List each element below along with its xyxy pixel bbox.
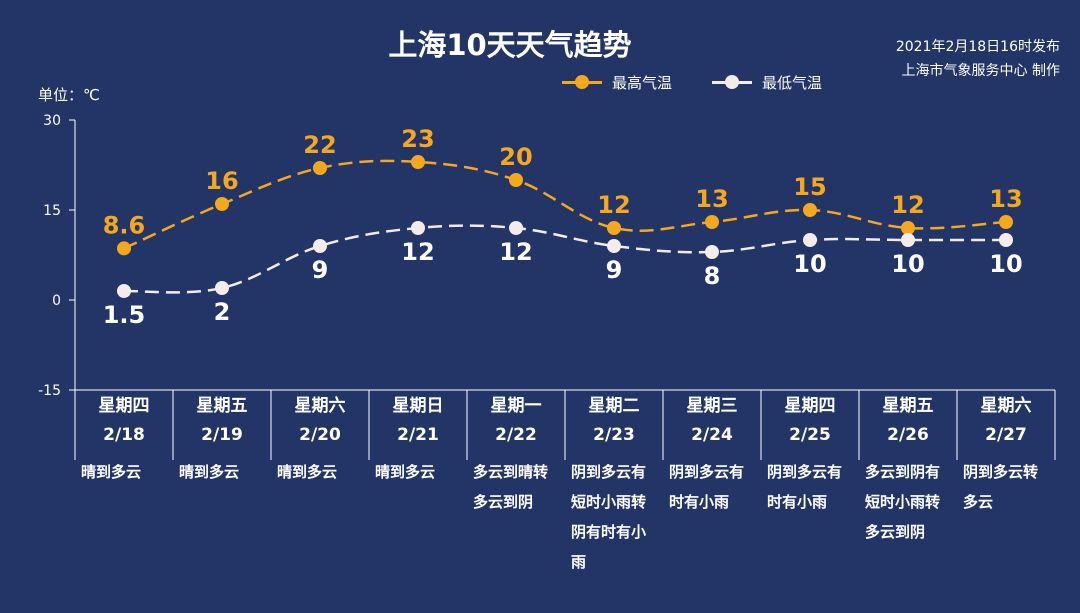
data-label-low: 10 bbox=[891, 250, 924, 278]
data-point-high bbox=[705, 215, 719, 229]
day-column: 星期四 2/18 晴到多云 bbox=[75, 392, 173, 487]
y-tick-label: 15 bbox=[43, 203, 61, 219]
data-label-low: 2 bbox=[214, 298, 231, 326]
day-column: 星期三 2/24 阴到多云有时有小雨 bbox=[663, 392, 761, 517]
day-date: 2/27 bbox=[985, 425, 1027, 445]
data-label-high: 13 bbox=[695, 185, 728, 213]
data-point-low bbox=[803, 233, 817, 247]
day-date: 2/23 bbox=[593, 425, 635, 445]
data-label-high: 12 bbox=[891, 191, 924, 219]
data-point-low bbox=[705, 245, 719, 259]
day-date: 2/20 bbox=[299, 425, 341, 445]
data-label-low: 1.5 bbox=[103, 301, 146, 329]
data-point-high bbox=[313, 161, 327, 175]
series-line-low bbox=[123, 224, 1006, 294]
day-date: 2/18 bbox=[103, 425, 145, 445]
data-point-low bbox=[999, 233, 1013, 247]
data-label-low: 9 bbox=[312, 256, 329, 284]
data-point-high bbox=[901, 221, 915, 235]
day-weather: 晴到多云 bbox=[179, 463, 240, 481]
publish-time: 2021年2月18日16时发布 bbox=[895, 39, 1060, 55]
data-point-high bbox=[117, 241, 131, 256]
data-label-high: 22 bbox=[303, 131, 336, 159]
data-label-low: 12 bbox=[401, 238, 434, 266]
data-label-low: 12 bbox=[499, 238, 532, 266]
day-weather: 晴到多云 bbox=[375, 463, 436, 481]
day-column: 星期五 2/26 多云到阴有短时小雨转多云到阴 bbox=[859, 392, 957, 547]
day-weekday: 星期六 bbox=[980, 396, 1032, 416]
data-label-high: 23 bbox=[401, 125, 434, 153]
data-label-low: 10 bbox=[989, 250, 1022, 278]
day-weekday: 星期四 bbox=[784, 396, 836, 416]
day-weather: 阴到多云有时有小雨 bbox=[767, 463, 843, 511]
data-label-high: 12 bbox=[597, 191, 630, 219]
day-date: 2/26 bbox=[887, 425, 929, 445]
data-point-low bbox=[313, 239, 327, 253]
data-label-low: 8 bbox=[704, 262, 721, 290]
data-point-low bbox=[607, 239, 621, 253]
data-label-high: 20 bbox=[499, 143, 532, 171]
day-date: 2/22 bbox=[495, 425, 537, 445]
day-date: 2/19 bbox=[201, 425, 243, 445]
day-weather: 多云到阴有短时小雨转多云到阴 bbox=[865, 463, 941, 541]
data-point-high bbox=[215, 197, 229, 211]
day-weekday: 星期一 bbox=[490, 396, 542, 416]
data-label-low: 9 bbox=[606, 256, 623, 284]
day-weather: 多云到晴转多云到阴 bbox=[473, 463, 549, 511]
day-date: 2/24 bbox=[691, 425, 733, 445]
data-point-low bbox=[411, 221, 425, 235]
data-point-high bbox=[999, 215, 1013, 229]
day-date: 2/21 bbox=[397, 425, 439, 445]
day-column: 星期二 2/23 阴到多云有短时小雨转阴有时有小雨 bbox=[565, 392, 663, 577]
day-weather: 阴到多云有短时小雨转阴有时有小雨 bbox=[571, 463, 647, 571]
data-point-high bbox=[411, 155, 425, 169]
data-point-low bbox=[117, 284, 131, 298]
day-weather: 阴到多云转多云 bbox=[963, 463, 1039, 511]
y-tick-label: 30 bbox=[43, 113, 61, 129]
day-date: 2/25 bbox=[789, 425, 831, 445]
day-column: 星期四 2/25 阴到多云有时有小雨 bbox=[761, 392, 859, 517]
unit-label: 单位：℃ bbox=[38, 86, 100, 104]
data-label-high: 8.6 bbox=[103, 211, 146, 239]
data-point-low bbox=[509, 221, 523, 235]
legend-swatch-high bbox=[562, 72, 602, 92]
day-weekday: 星期三 bbox=[686, 396, 738, 416]
data-label-low: 10 bbox=[793, 250, 826, 278]
day-column: 星期六 2/27 阴到多云转多云 bbox=[957, 392, 1055, 517]
legend-label-high: 最高气温 bbox=[612, 73, 673, 92]
day-column: 星期日 2/21 晴到多云 bbox=[369, 392, 467, 487]
day-column: 星期一 2/22 多云到晴转多云到阴 bbox=[467, 392, 565, 517]
day-column: 星期六 2/20 晴到多云 bbox=[271, 392, 369, 487]
legend-swatch-low bbox=[712, 72, 752, 92]
y-tick-label: -15 bbox=[38, 383, 61, 399]
data-point-high bbox=[803, 203, 817, 217]
data-point-low bbox=[901, 233, 915, 247]
day-weather: 晴到多云 bbox=[277, 463, 338, 481]
data-label-high: 13 bbox=[989, 185, 1022, 213]
data-point-high bbox=[509, 173, 523, 187]
day-weekday: 星期六 bbox=[294, 396, 346, 416]
data-point-low bbox=[215, 281, 229, 295]
publish-info: 2021年2月18日16时发布 上海市气象服务中心 制作 bbox=[896, 35, 1060, 83]
legend-item-high: 最高气温 bbox=[562, 72, 672, 92]
data-label-high: 15 bbox=[793, 173, 826, 201]
day-weekday: 星期二 bbox=[588, 396, 640, 416]
day-weekday: 星期四 bbox=[98, 396, 150, 416]
day-weather: 晴到多云 bbox=[81, 463, 142, 481]
day-column: 星期五 2/19 晴到多云 bbox=[173, 392, 271, 487]
data-label-high: 16 bbox=[205, 167, 238, 195]
chart-title: 上海10天天气趋势 bbox=[388, 28, 632, 62]
legend-item-low: 最低气温 bbox=[712, 72, 822, 92]
publisher: 上海市气象服务中心 制作 bbox=[901, 63, 1060, 79]
legend-label-low: 最低气温 bbox=[762, 73, 823, 92]
series-line-high bbox=[123, 159, 1007, 250]
data-point-high bbox=[607, 221, 621, 235]
day-weekday: 星期日 bbox=[392, 396, 444, 416]
day-weekday: 星期五 bbox=[882, 396, 934, 416]
day-weather: 阴到多云有时有小雨 bbox=[669, 463, 745, 511]
y-tick-label: 0 bbox=[52, 293, 61, 309]
day-weekday: 星期五 bbox=[196, 396, 248, 416]
